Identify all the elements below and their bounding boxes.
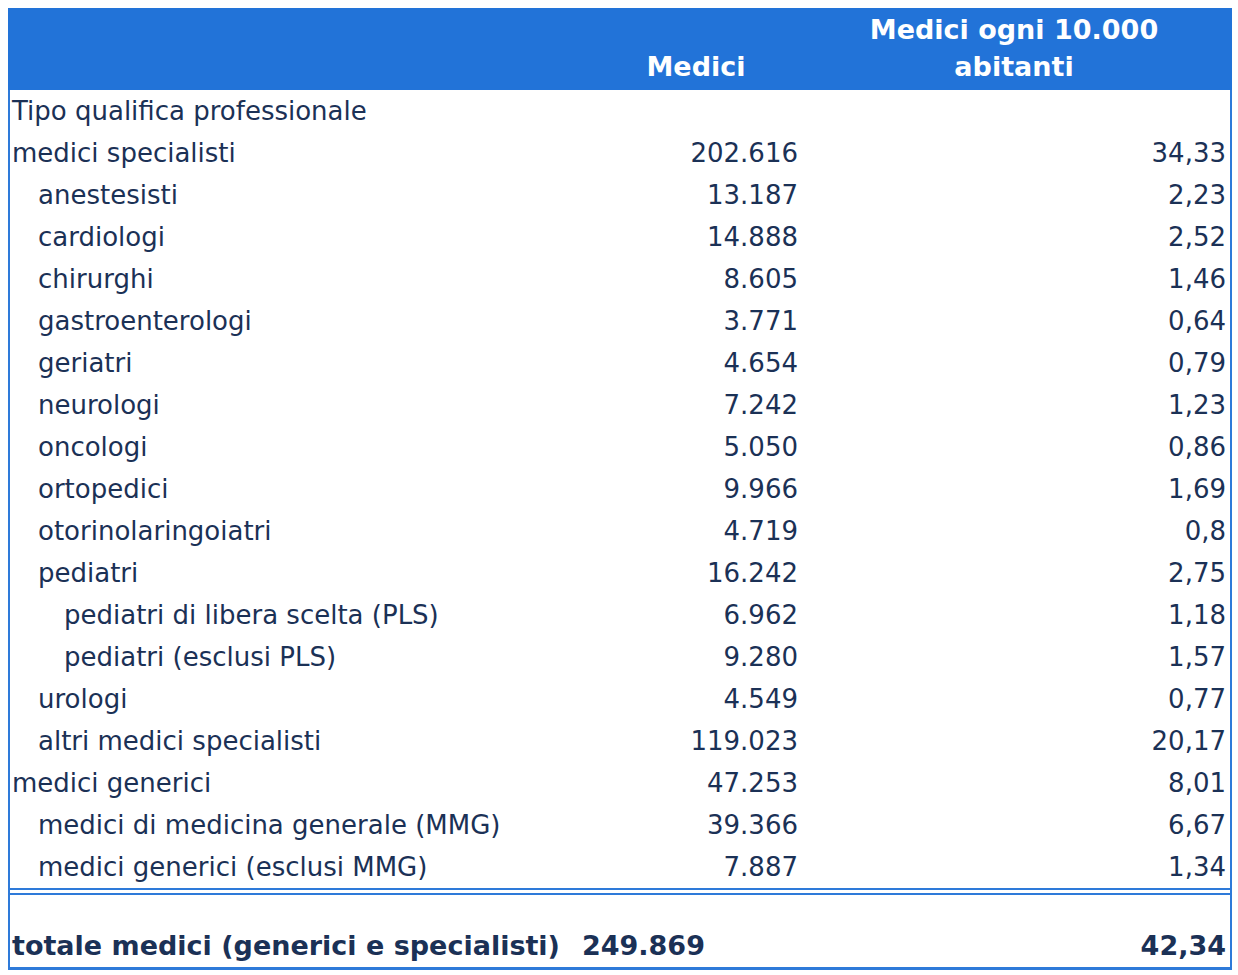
row-label: pediatri di libera scelta (PLS) bbox=[10, 600, 598, 630]
table-row: medici specialisti202.61634,33 bbox=[10, 132, 1230, 174]
total-label: totale medici (generici e specialisti) bbox=[10, 930, 560, 961]
table-row: pediatri di libera scelta (PLS)6.9621,18 bbox=[10, 594, 1230, 636]
row-medici-value: 4.719 bbox=[598, 516, 798, 546]
table-row: medici generici (esclusi MMG)7.8871,34 bbox=[10, 846, 1230, 888]
row-ratio-value: 0,8 bbox=[798, 516, 1230, 546]
row-medici-value: 8.605 bbox=[598, 264, 798, 294]
row-medici-value: 47.253 bbox=[598, 768, 798, 798]
table-row: altri medici specialisti119.02320,17 bbox=[10, 720, 1230, 762]
row-label: medici di medicina generale (MMG) bbox=[10, 810, 598, 840]
table-row: medici generici47.2538,01 bbox=[10, 762, 1230, 804]
row-medici-value: 7.887 bbox=[598, 852, 798, 882]
row-ratio-value: 2,75 bbox=[798, 558, 1230, 588]
row-medici-value: 39.366 bbox=[598, 810, 798, 840]
row-label: gastroenterologi bbox=[10, 306, 598, 336]
row-medici-value: 202.616 bbox=[598, 138, 798, 168]
row-medici-value: 7.242 bbox=[598, 390, 798, 420]
row-ratio-value: 1,18 bbox=[798, 600, 1230, 630]
table-row: otorinolaringoiatri4.7190,8 bbox=[10, 510, 1230, 552]
table-row: medici di medicina generale (MMG)39.3666… bbox=[10, 804, 1230, 846]
row-ratio-value: 0,64 bbox=[798, 306, 1230, 336]
column-header-ratio: Medici ogni 10.000 abitanti bbox=[796, 11, 1232, 85]
row-label: chirurghi bbox=[10, 264, 598, 294]
row-label: otorinolaringoiatri bbox=[10, 516, 598, 546]
table-row: urologi4.5490,77 bbox=[10, 678, 1230, 720]
row-ratio-value: 2,23 bbox=[798, 180, 1230, 210]
row-medici-value: 3.771 bbox=[598, 306, 798, 336]
table-row: geriatri4.6540,79 bbox=[10, 342, 1230, 384]
doctors-statistics-table: Medici Medici ogni 10.000 abitanti Tipo … bbox=[8, 8, 1232, 970]
row-label: medici specialisti bbox=[10, 138, 598, 168]
row-ratio-value: 1,69 bbox=[798, 474, 1230, 504]
table-row: anestesisti13.1872,23 bbox=[10, 174, 1230, 216]
row-label: cardiologi bbox=[10, 222, 598, 252]
row-label: neurologi bbox=[10, 390, 598, 420]
row-ratio-value: 8,01 bbox=[798, 768, 1230, 798]
row-label: medici generici (esclusi MMG) bbox=[10, 852, 598, 882]
row-label: anestesisti bbox=[10, 180, 598, 210]
row-ratio-value: 1,34 bbox=[798, 852, 1230, 882]
table-row: pediatri (esclusi PLS)9.2801,57 bbox=[10, 636, 1230, 678]
column-header-ratio-line2: abitanti bbox=[796, 48, 1232, 85]
row-label: geriatri bbox=[10, 348, 598, 378]
total-ratio-value: 42,34 bbox=[1141, 930, 1230, 961]
row-label: medici generici bbox=[10, 768, 598, 798]
row-medici-value: 13.187 bbox=[598, 180, 798, 210]
row-ratio-value: 1,23 bbox=[798, 390, 1230, 420]
row-medici-value: 5.050 bbox=[598, 432, 798, 462]
total-medici-value: 249.869 bbox=[582, 930, 705, 961]
row-ratio-value: 20,17 bbox=[798, 726, 1230, 756]
row-medici-value: 4.549 bbox=[598, 684, 798, 714]
column-header-medici: Medici bbox=[596, 48, 796, 85]
table-row: pediatri16.2422,75 bbox=[10, 552, 1230, 594]
row-label: ortopedici bbox=[10, 474, 598, 504]
row-medici-value: 9.966 bbox=[598, 474, 798, 504]
table-row: chirurghi8.6051,46 bbox=[10, 258, 1230, 300]
table-body-frame: Tipo qualifica professionale medici speci… bbox=[8, 90, 1232, 970]
row-medici-value: 9.280 bbox=[598, 642, 798, 672]
row-medici-value: 119.023 bbox=[598, 726, 798, 756]
total-row: totale medici (generici e specialisti) 2… bbox=[10, 923, 1230, 967]
row-medici-value: 6.962 bbox=[598, 600, 798, 630]
table-row: oncologi5.0500,86 bbox=[10, 426, 1230, 468]
table-row: cardiologi14.8882,52 bbox=[10, 216, 1230, 258]
table-row: gastroenterologi3.7710,64 bbox=[10, 300, 1230, 342]
row-label: pediatri bbox=[10, 558, 598, 588]
table-header-row: Medici Medici ogni 10.000 abitanti bbox=[8, 8, 1232, 90]
table-row: ortopedici9.9661,69 bbox=[10, 468, 1230, 510]
row-ratio-value: 2,52 bbox=[798, 222, 1230, 252]
row-ratio-value: 6,67 bbox=[798, 810, 1230, 840]
table-row: Tipo qualifica professionale bbox=[10, 90, 1230, 132]
row-ratio-value: 0,77 bbox=[798, 684, 1230, 714]
table-row: neurologi7.2421,23 bbox=[10, 384, 1230, 426]
row-label: pediatri (esclusi PLS) bbox=[10, 642, 598, 672]
row-ratio-value: 1,57 bbox=[798, 642, 1230, 672]
column-header-ratio-line1: Medici ogni 10.000 bbox=[796, 11, 1232, 48]
row-label: Tipo qualifica professionale bbox=[10, 96, 598, 126]
row-label: urologi bbox=[10, 684, 598, 714]
row-ratio-value: 0,86 bbox=[798, 432, 1230, 462]
row-label: altri medici specialisti bbox=[10, 726, 598, 756]
spacer-row bbox=[10, 895, 1230, 923]
row-medici-value: 14.888 bbox=[598, 222, 798, 252]
table-body: Tipo qualifica professionale medici speci… bbox=[10, 90, 1230, 895]
row-medici-value: 4.654 bbox=[598, 348, 798, 378]
row-ratio-value: 34,33 bbox=[798, 138, 1230, 168]
row-ratio-value: 0,79 bbox=[798, 348, 1230, 378]
row-label: oncologi bbox=[10, 432, 598, 462]
row-ratio-value: 1,46 bbox=[798, 264, 1230, 294]
row-medici-value: 16.242 bbox=[598, 558, 798, 588]
